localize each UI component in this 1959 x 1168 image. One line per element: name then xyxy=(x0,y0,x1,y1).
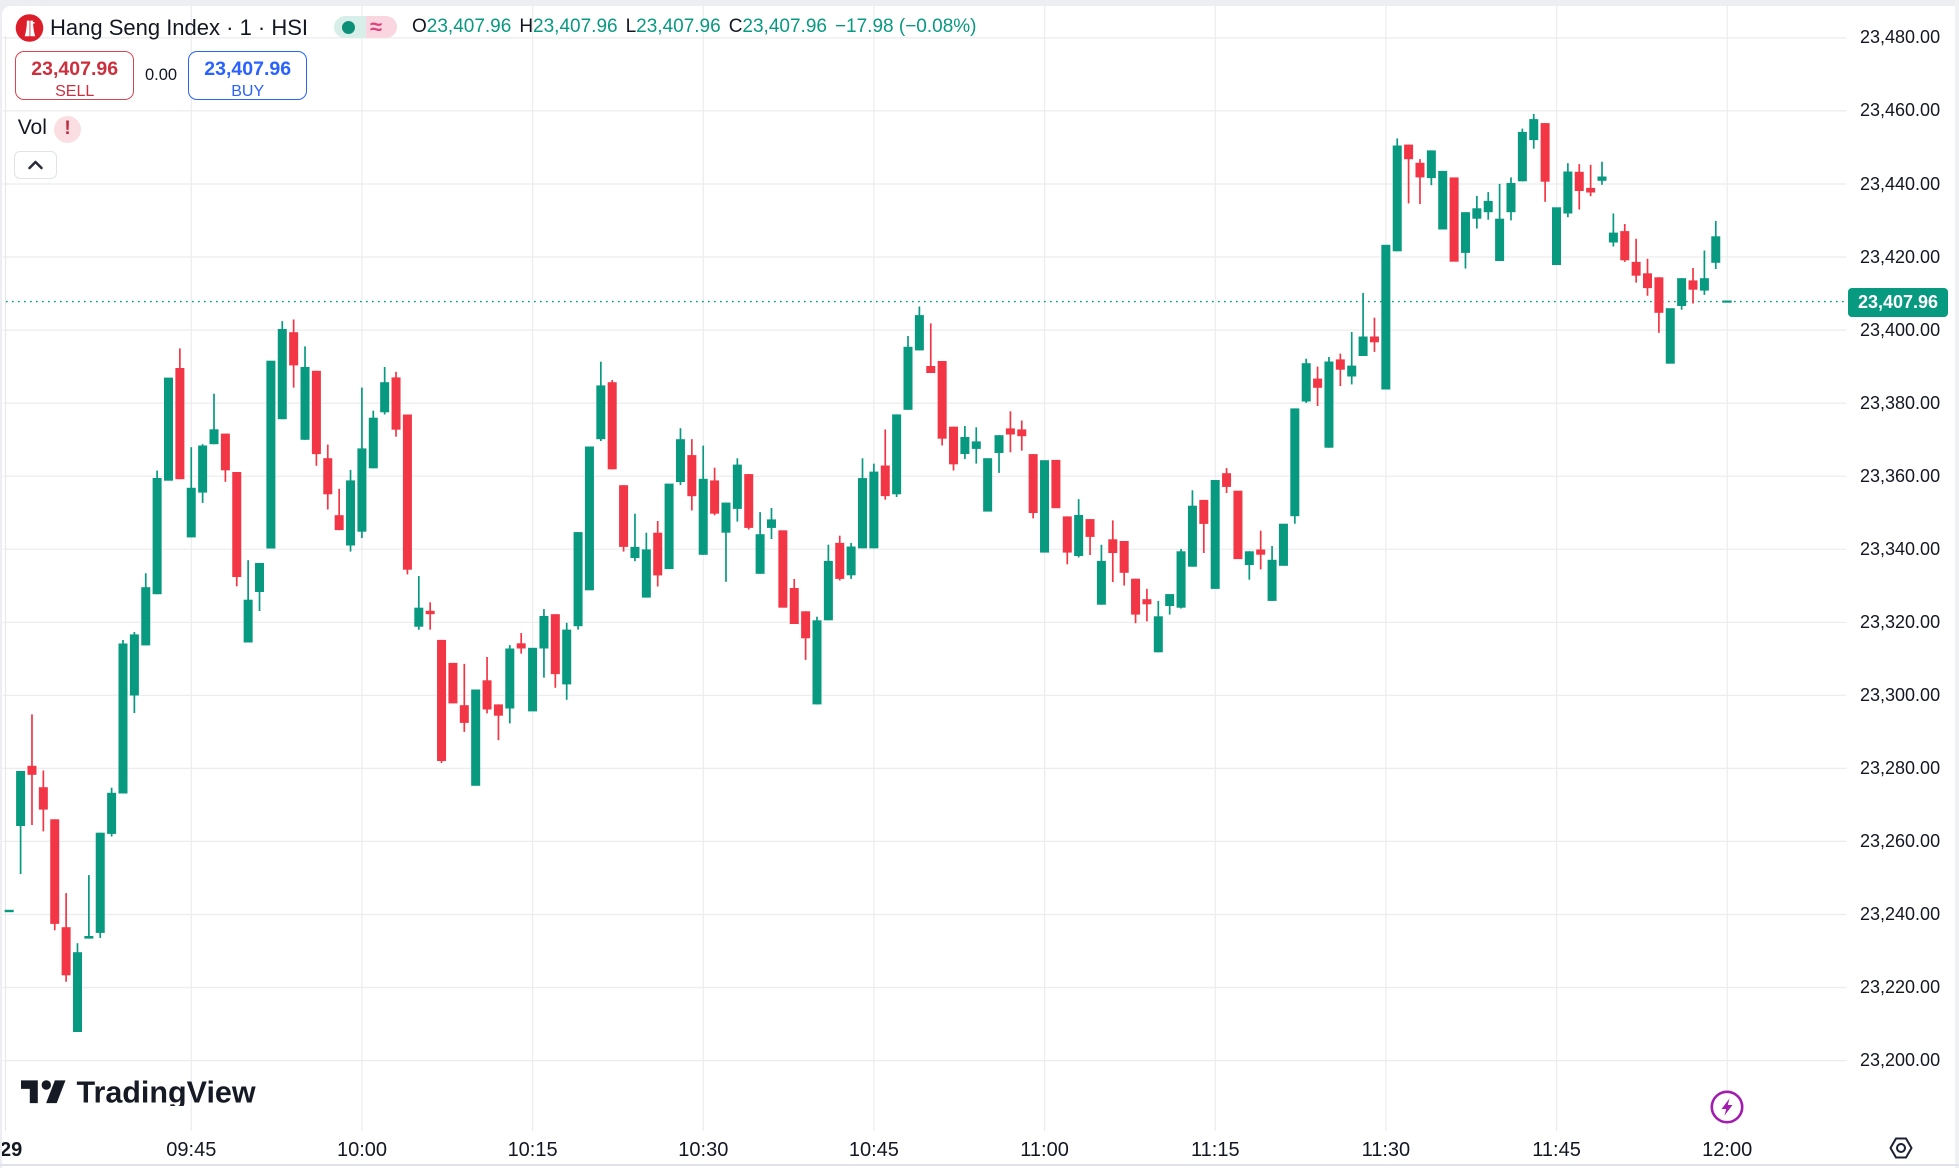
svg-text:TradingView: TradingView xyxy=(77,1080,256,1106)
